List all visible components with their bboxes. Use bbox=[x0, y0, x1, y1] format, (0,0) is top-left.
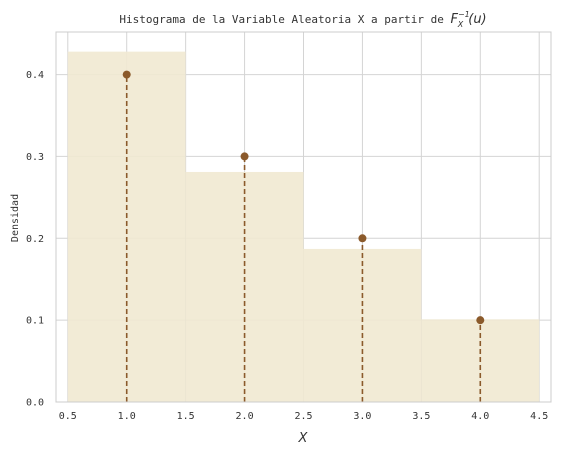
stem-point bbox=[240, 152, 249, 161]
chart-title-math-sub: X bbox=[457, 20, 464, 29]
x-axis-label: X bbox=[298, 431, 309, 446]
chart-title: Histograma de la Variable Aleatoria X a … bbox=[119, 10, 486, 29]
stem-point bbox=[122, 70, 131, 79]
chart-title-math-sup: −1 bbox=[458, 10, 470, 19]
chart-title-math-arg: (u) bbox=[468, 12, 486, 27]
x-tick-label: 4.5 bbox=[530, 411, 548, 422]
stem-point bbox=[358, 234, 367, 243]
probability-stems bbox=[122, 70, 485, 402]
plot-frame bbox=[55, 31, 552, 403]
y-tick-label: 0.1 bbox=[26, 316, 44, 327]
x-tick-labels: 0.5 1.0 1.5 2.0 2.5 3.0 3.5 4.0 4.5 bbox=[59, 411, 548, 422]
chart-title-text: Histograma de la Variable Aleatoria X a … bbox=[119, 13, 450, 26]
y-tick-label: 0.3 bbox=[26, 152, 44, 163]
x-tick-label: 2.0 bbox=[236, 411, 254, 422]
x-tick-label: 3.5 bbox=[412, 411, 430, 422]
x-tick-label: 2.5 bbox=[294, 411, 312, 422]
y-tick-label: 0.4 bbox=[26, 70, 44, 81]
y-tick-label: 0.2 bbox=[26, 234, 44, 245]
x-tick-label: 1.5 bbox=[177, 411, 195, 422]
x-tick-label: 1.0 bbox=[118, 411, 136, 422]
x-tick-label: 4.0 bbox=[471, 411, 489, 422]
y-tick-labels: 0.0 0.1 0.2 0.3 0.4 bbox=[26, 70, 44, 408]
chart-title-math-base: F bbox=[450, 12, 458, 27]
stem-point bbox=[476, 316, 485, 325]
x-tick-label: 0.5 bbox=[59, 411, 77, 422]
y-tick-label: 0.0 bbox=[26, 398, 44, 409]
x-tick-label: 3.0 bbox=[353, 411, 371, 422]
y-axis-label: Densidad bbox=[10, 194, 21, 242]
